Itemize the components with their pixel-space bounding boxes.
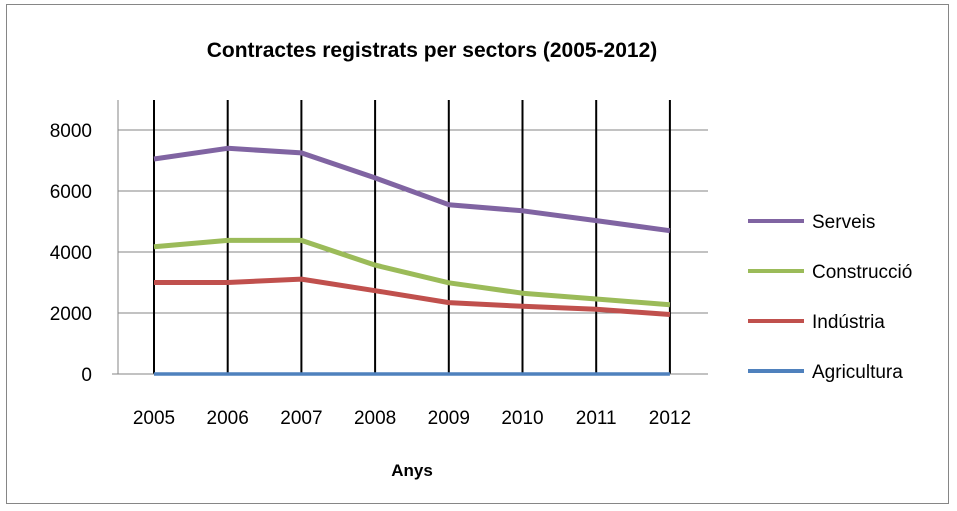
legend-label-serveis: Serveis (812, 212, 875, 233)
legend-label-industria: Indústria (812, 312, 885, 333)
y-tick-label: 6000 (50, 182, 92, 203)
legend-label-agricultura: Agricultura (812, 362, 903, 383)
x-axis-title: Anys (391, 461, 433, 480)
chart-area (6, 4, 949, 504)
tick-labels: 0 2000 4000 6000 8000 2005 2006 2007 2008 2009 201… (50, 121, 691, 429)
x-tick-label: 2012 (649, 408, 691, 429)
gridlines (118, 100, 708, 374)
series-line-construccio (153, 237, 671, 308)
x-tick-label: 2008 (354, 408, 396, 429)
y-tick-label: 8000 (50, 121, 92, 142)
y-tick-label: 0 (81, 365, 92, 386)
legend-label-construccio: Construcció (812, 262, 912, 283)
y-tick-label: 4000 (50, 243, 92, 264)
chart-title: Contractes registrats per sectors (2005-… (207, 39, 658, 62)
axes (112, 100, 708, 375)
x-tick-label: 2010 (501, 408, 543, 429)
series-line-serveis (153, 145, 671, 234)
series-lines (153, 145, 671, 376)
y-tick-label: 2000 (50, 304, 92, 325)
x-tick-label: 2011 (576, 408, 617, 429)
x-tick-label: 2009 (428, 408, 470, 429)
series-line-industria (154, 276, 671, 317)
x-tick-label: 2006 (207, 408, 249, 429)
x-tick-label: 2007 (280, 408, 322, 429)
x-tick-label: 2005 (133, 408, 175, 429)
legend: Serveis Construcció Indústria Agricultura (748, 212, 912, 383)
